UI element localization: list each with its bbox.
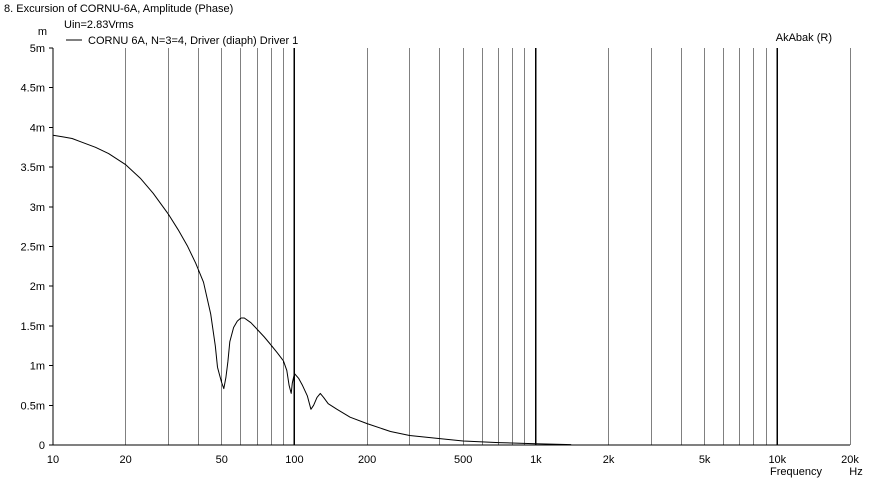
y-tick-label: 0 [39, 440, 45, 452]
y-tick-label: 1m [30, 361, 45, 373]
chart-title: 8. Excursion of CORNU-6A, Amplitude (Pha… [4, 3, 233, 15]
axis-layer [49, 47, 850, 446]
y-tick-label: 1.5m [21, 321, 45, 333]
x-axis-unit-label: Hz [849, 466, 862, 478]
legend-entry-label: CORNU 6A, N=3=4, Driver (diaph) Driver 1 [88, 35, 298, 47]
tick-labels: 0 0.5m 1m 1.5m 2m 2.5m 3m 3.5m 4m 4.5m 5m 10 20 50 100… [21, 43, 860, 466]
y-tick-label: 3.5m [21, 162, 45, 174]
grid-layer [52, 48, 851, 445]
y-tick-label: 3m [30, 202, 45, 214]
x-tick-label: 20k [841, 454, 859, 466]
y-tick-label: 4m [30, 122, 45, 134]
y-tick-label: 4.5m [21, 83, 45, 95]
x-tick-label: 100 [285, 454, 303, 466]
x-tick-label: 1k [530, 454, 542, 466]
x-tick-label: 50 [216, 454, 228, 466]
y-axis-unit-label: m [38, 26, 47, 38]
series-line-excursion [52, 134, 572, 446]
x-tick-label: 5k [699, 454, 711, 466]
y-tick-label: 2.5m [21, 242, 45, 254]
series-layer [52, 134, 572, 446]
x-tick-label: 200 [358, 454, 376, 466]
brand-label: AkAbak (R) [776, 32, 832, 44]
x-tick-label: 10k [768, 454, 786, 466]
y-tick-label: 0.5m [21, 400, 45, 412]
chart-subtitle: Uin=2.83Vrms [64, 19, 134, 31]
x-tick-label: 10 [47, 454, 59, 466]
x-axis-label: Frequency [770, 466, 822, 478]
y-tick-label: 2m [30, 281, 45, 293]
x-tick-label: 2k [603, 454, 615, 466]
x-tick-label: 500 [454, 454, 472, 466]
x-tick-label: 20 [120, 454, 132, 466]
y-tick-label: 5m [30, 43, 45, 55]
